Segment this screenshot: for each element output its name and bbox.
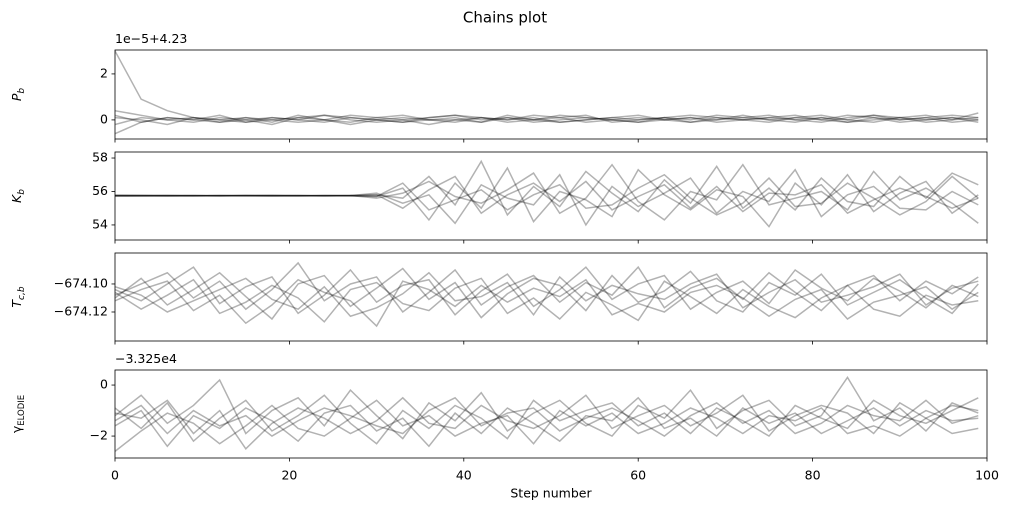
chain-line	[115, 114, 979, 126]
chain-line	[115, 50, 979, 123]
y-tick-label: 54	[92, 216, 108, 231]
subplot: −674.12 −674.10 Tc,b	[9, 252, 988, 345]
chain-line	[115, 278, 979, 328]
chain-line	[115, 396, 979, 448]
chain-line	[115, 114, 979, 126]
subplot: 54 56 58 Kb	[9, 150, 988, 244]
y-label-main: T	[9, 299, 24, 308]
x-tick-label: 40	[456, 468, 472, 483]
figure-title: Chains plot	[463, 9, 547, 27]
axes-frame	[114, 151, 988, 241]
y-tick-label: 58	[92, 150, 108, 165]
y-tick-label: 0	[100, 111, 108, 126]
subplot: 0 2 1e−5+4.23 Pb	[9, 31, 988, 143]
chain-line	[115, 399, 979, 452]
chain-line	[115, 396, 979, 437]
x-tick-label: 20	[281, 468, 297, 483]
x-tick-label: 100	[975, 468, 999, 483]
y-axis-label: Tc,b	[9, 286, 27, 307]
chain-line	[115, 277, 979, 323]
chain-line	[115, 114, 979, 126]
chain-line	[115, 267, 979, 321]
chain-line	[115, 175, 979, 215]
chain-line	[115, 168, 979, 227]
y-label-subscript: c,b	[17, 286, 27, 300]
chain-line	[115, 114, 979, 135]
x-axis-label: Step number	[510, 486, 592, 501]
x-tick-label: 80	[805, 468, 821, 483]
chain-line	[115, 159, 979, 217]
y-label-main: K	[9, 193, 24, 203]
x-tick-label: 60	[630, 468, 646, 483]
y-label-subscript: ELODIE	[17, 395, 27, 426]
y-tick-label: −2	[90, 428, 108, 443]
y-tick-label: −674.12	[54, 303, 108, 318]
axes-frame	[114, 369, 988, 459]
y-label-main: γ	[9, 425, 24, 433]
offset-text: 1e−5+4.23	[115, 31, 187, 46]
axes-frame	[114, 49, 988, 140]
chain-line	[115, 394, 979, 450]
chain-line	[115, 376, 979, 440]
chain-line	[115, 271, 979, 318]
chain-line	[115, 173, 979, 216]
chain-line	[115, 166, 979, 228]
chain-line	[115, 261, 979, 314]
chains	[115, 376, 979, 452]
subplot: −2 0 0 20 40 60 80 100 −3.325e4 Step number γELODI…	[9, 351, 999, 501]
chain-line	[115, 394, 979, 445]
y-axis-label: γELODIE	[9, 395, 27, 433]
y-label-subscript: b	[17, 88, 27, 94]
chain-line	[115, 109, 979, 126]
y-tick-label: 2	[100, 65, 108, 80]
x-tick-label: 0	[111, 468, 119, 483]
y-axis-label: Kb	[9, 189, 27, 203]
y-tick-label: 0	[100, 377, 108, 392]
axes-frame	[114, 252, 988, 342]
chains	[115, 261, 979, 328]
y-tick-label: −674.10	[54, 275, 108, 290]
y-axis-label: Pb	[9, 88, 27, 102]
offset-text: −3.325e4	[115, 351, 177, 366]
chains	[115, 50, 979, 135]
y-tick-label: 56	[92, 183, 108, 198]
chain-line	[115, 163, 979, 224]
chains	[115, 159, 979, 228]
chain-line	[115, 266, 979, 316]
y-label-main: P	[9, 93, 24, 101]
y-label-subscript: b	[17, 189, 27, 195]
